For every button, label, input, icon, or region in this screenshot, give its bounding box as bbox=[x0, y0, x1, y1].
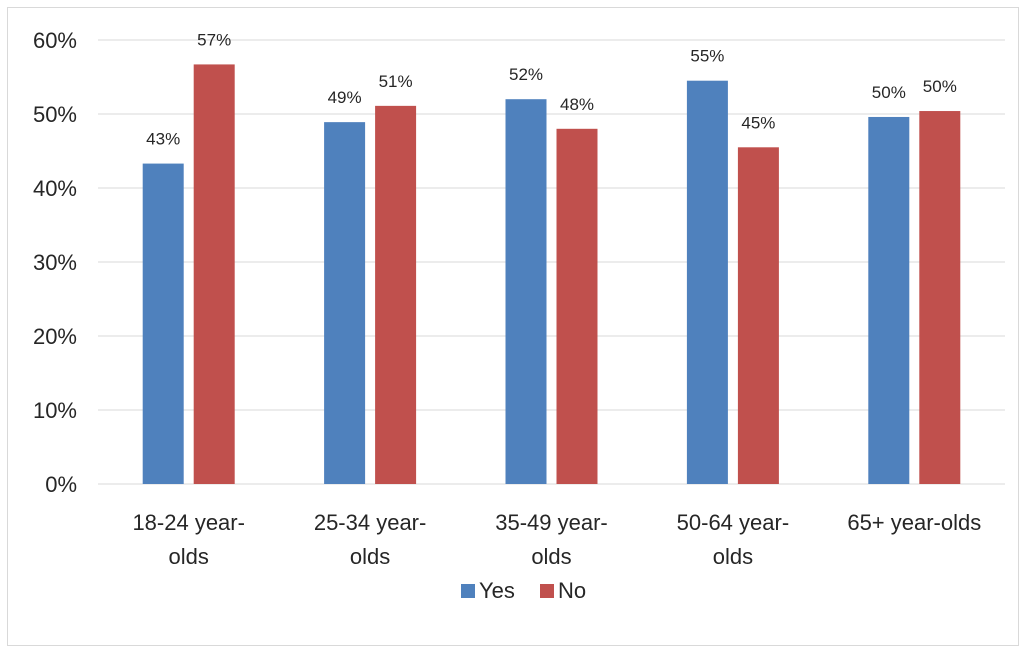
bar-yes-1 bbox=[324, 122, 366, 484]
y-tick-label: 40% bbox=[33, 176, 77, 201]
data-labels: 43% 57% 49% 51% 52% 48% 55% 45% 50% 50% bbox=[146, 30, 957, 148]
legend: Yes No bbox=[461, 578, 586, 603]
data-label-no-2: 48% bbox=[560, 95, 594, 114]
gridlines bbox=[98, 39, 1005, 485]
x-category-label: olds bbox=[713, 544, 753, 569]
x-category-label: olds bbox=[350, 544, 390, 569]
data-label-yes-3: 55% bbox=[690, 47, 724, 66]
y-tick-label: 0% bbox=[45, 472, 77, 497]
legend-swatch-no bbox=[540, 584, 554, 598]
data-label-no-0: 57% bbox=[197, 30, 231, 49]
bar-no-0 bbox=[193, 64, 235, 485]
y-axis-tick-labels: 0% 10% 20% 30% 40% 50% 60% bbox=[33, 28, 77, 497]
data-label-no-3: 45% bbox=[741, 113, 775, 132]
data-label-no-1: 51% bbox=[379, 72, 413, 91]
x-category-label: 18-24 year- bbox=[132, 510, 245, 535]
y-tick-label: 10% bbox=[33, 398, 77, 423]
x-category-label: olds bbox=[531, 544, 571, 569]
bar-no-3 bbox=[737, 147, 779, 485]
x-category-label: 25-34 year- bbox=[314, 510, 427, 535]
y-tick-label: 20% bbox=[33, 324, 77, 349]
data-label-yes-0: 43% bbox=[146, 130, 180, 149]
bar-yes-2 bbox=[505, 99, 547, 484]
bar-no-4 bbox=[919, 111, 961, 484]
x-category-label: olds bbox=[169, 544, 209, 569]
data-label-yes-4: 50% bbox=[872, 83, 906, 102]
bar-no-2 bbox=[556, 128, 598, 485]
bar-yes-3 bbox=[686, 80, 728, 484]
y-tick-label: 30% bbox=[33, 250, 77, 275]
y-tick-label: 50% bbox=[33, 102, 77, 127]
x-category-label: 35-49 year- bbox=[495, 510, 608, 535]
x-category-label: 50-64 year- bbox=[677, 510, 790, 535]
x-category-label: 65+ year-olds bbox=[847, 510, 981, 535]
bar-yes-0 bbox=[142, 163, 184, 484]
data-label-yes-1: 49% bbox=[328, 88, 362, 107]
data-label-yes-2: 52% bbox=[509, 65, 543, 84]
legend-label-yes: Yes bbox=[479, 578, 515, 603]
y-tick-label: 60% bbox=[33, 28, 77, 53]
legend-swatch-yes bbox=[461, 584, 475, 598]
bar-no-1 bbox=[375, 105, 417, 485]
bar-yes-4 bbox=[868, 116, 910, 485]
bars bbox=[142, 64, 961, 485]
x-axis-category-labels: 18-24 year-olds 25-34 year-olds 35-49 year… bbox=[132, 510, 981, 569]
legend-label-no: No bbox=[558, 578, 586, 603]
data-label-no-4: 50% bbox=[923, 77, 957, 96]
